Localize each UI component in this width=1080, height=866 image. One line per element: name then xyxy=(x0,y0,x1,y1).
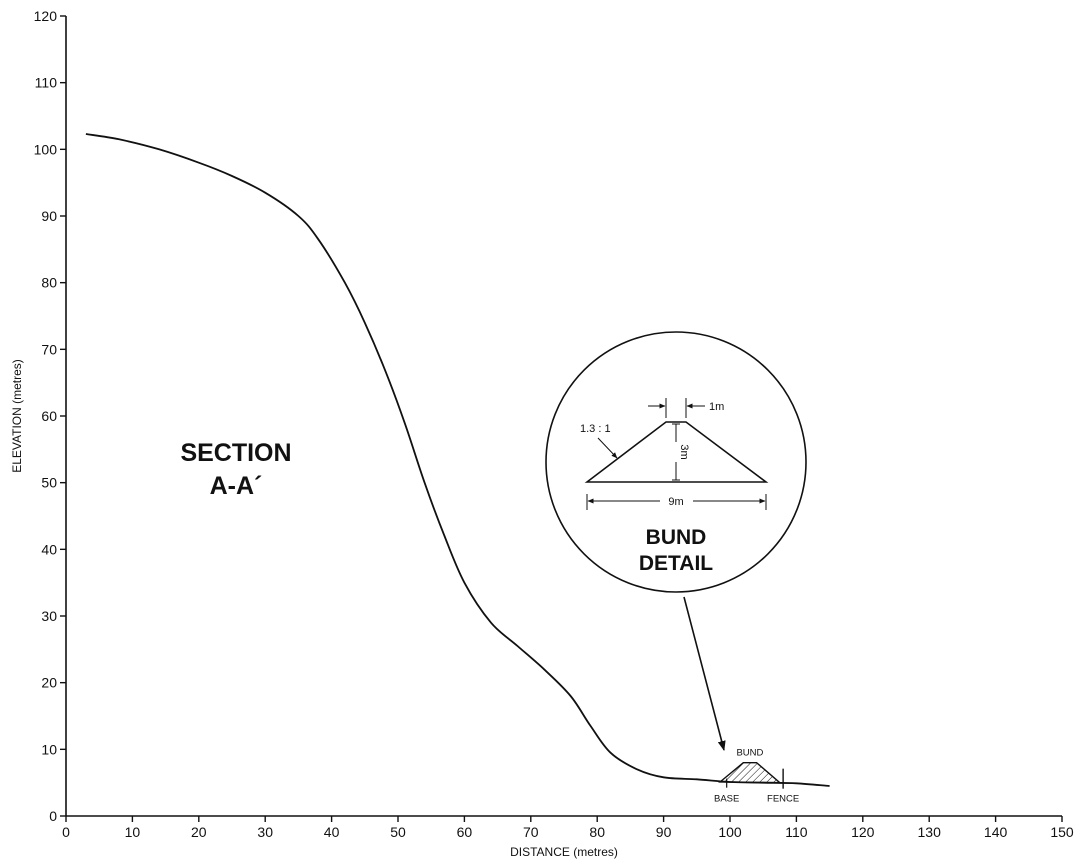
x-ticks: 0 10 20 30 40 50 60 70 80 90 100 110 120 130 140 150 xyxy=(62,816,1074,840)
y-tick-label: 110 xyxy=(35,75,58,91)
y-tick-label: 50 xyxy=(41,475,57,491)
x-tick-label: 50 xyxy=(390,824,406,840)
y-tick-label: 60 xyxy=(41,408,57,424)
axes xyxy=(65,16,1062,817)
detail-title-line1: BUND xyxy=(646,526,707,549)
y-axis-title: ELEVATION (metres) xyxy=(10,359,24,473)
x-tick-label: 20 xyxy=(191,824,207,840)
fence-label: FENCE xyxy=(767,794,799,805)
ground-profile-line xyxy=(85,133,830,787)
base-width-label: 9m xyxy=(668,496,683,508)
x-tick-label: 70 xyxy=(523,824,539,840)
section-title-line2: A-A´ xyxy=(210,472,263,500)
bund-detail-callout: 1m 3m 1.3 : 1 9m BUND DETAIL xyxy=(545,331,807,751)
x-tick-label: 140 xyxy=(984,824,1008,840)
height-label: 3m xyxy=(678,444,690,459)
x-tick-label: 10 xyxy=(125,824,141,840)
slope-leader xyxy=(597,437,618,459)
y-ticks: 0 10 20 30 40 50 60 70 80 90 100 110 120 xyxy=(34,8,66,824)
y-tick-label: 80 xyxy=(41,275,57,291)
x-axis-title: DISTANCE (metres) xyxy=(510,845,618,859)
section-title-line1: SECTION xyxy=(180,439,291,467)
detail-circle xyxy=(545,331,807,593)
x-tick-label: 80 xyxy=(589,824,605,840)
y-tick-label: 0 xyxy=(49,808,57,824)
x-tick-label: 100 xyxy=(718,824,742,840)
y-tick-label: 10 xyxy=(41,741,57,757)
top-width-label: 1m xyxy=(709,401,724,413)
x-tick-label: 120 xyxy=(851,824,875,840)
x-tick-label: 40 xyxy=(324,824,340,840)
detail-title-line2: DETAIL xyxy=(639,552,713,575)
x-tick-label: 60 xyxy=(457,824,473,840)
y-tick-label: 20 xyxy=(41,675,57,691)
bund-label: BUND xyxy=(736,748,763,759)
y-tick-label: 70 xyxy=(41,341,57,357)
x-tick-label: 130 xyxy=(918,824,942,840)
base-label: BASE xyxy=(714,794,739,805)
x-tick-label: 150 xyxy=(1050,824,1074,840)
detail-pointer-arrow xyxy=(683,596,726,751)
x-tick-label: 30 xyxy=(257,824,273,840)
bund-section-trapezoid xyxy=(584,421,769,483)
bund-shape xyxy=(718,762,782,784)
x-tick-label: 90 xyxy=(656,824,672,840)
y-tick-label: 40 xyxy=(41,541,57,557)
x-tick-label: 0 xyxy=(62,824,70,840)
x-tick-label: 110 xyxy=(785,824,808,840)
slope-label: 1.3 : 1 xyxy=(580,423,611,435)
y-tick-label: 120 xyxy=(34,8,58,24)
y-tick-label: 100 xyxy=(34,141,58,157)
y-tick-label: 30 xyxy=(41,608,57,624)
y-tick-label: 90 xyxy=(41,208,57,224)
